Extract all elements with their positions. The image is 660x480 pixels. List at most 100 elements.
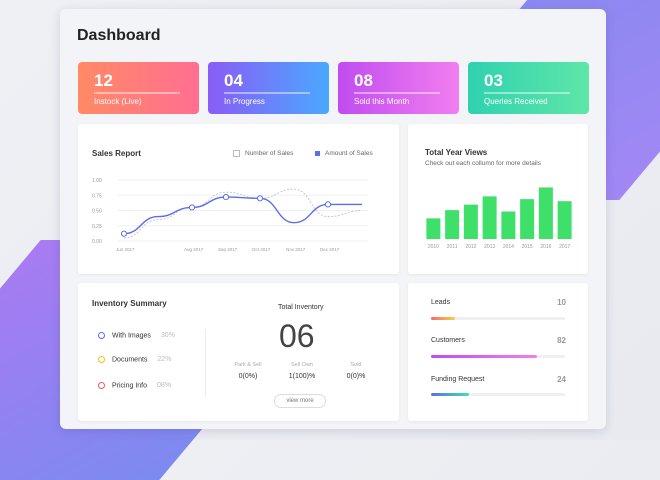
breakdown-value: 0(0)% <box>346 373 366 380</box>
inventory-item-pct: 22% <box>157 356 172 364</box>
data-point <box>222 193 230 201</box>
customers-progress-track <box>431 355 565 358</box>
sales-line-chart: 1.00 0.75 0.50 0.25 0.00 Jun 2017 Aug 2017 Sep … <box>92 178 368 252</box>
stat-card-queries-received[interactable]: 03 Queries Received <box>468 62 589 114</box>
inventory-item-label: Pricing Info <box>112 382 148 390</box>
circle-icon <box>98 356 105 363</box>
inventory-item-pricing-info: Pricing Info 08% <box>98 382 171 389</box>
x-tick-label: 2013 <box>484 244 495 250</box>
inventory-title: Inventory Summary <box>92 299 167 308</box>
x-tick-label: 2017 <box>559 244 570 250</box>
stat-label: In Progress <box>224 97 265 106</box>
stat-value: 12 <box>94 71 113 90</box>
total-inventory-label: Total Inventory <box>278 304 324 311</box>
legend-swatch-icon <box>315 150 320 156</box>
x-tick-label: 2010 <box>428 244 439 250</box>
customers-label: Customers <box>431 337 465 344</box>
x-tick-label: 2016 <box>540 244 551 250</box>
stat-value: 03 <box>484 71 503 90</box>
y-tick-label: 0.50 <box>92 209 102 215</box>
stat-card-in-progress[interactable]: 04 In Progress <box>208 62 329 114</box>
bar-2017 <box>557 201 572 239</box>
stat-label: Instock (Live) <box>94 97 142 106</box>
year-views-title: Total Year Views <box>425 148 488 157</box>
stat-divider <box>94 92 180 94</box>
breakdown-value: 1(100)% <box>288 373 316 380</box>
x-tick-label: Nov 2017 <box>286 247 306 252</box>
legend-label: Number of Sales <box>245 150 294 158</box>
sales-report-card: Sales Report Number of Sales Amount of S… <box>78 124 399 274</box>
year-views-bar-chart: 2010 2011 2012 2013 2014 2015 2016 2017 <box>426 187 572 250</box>
bar-2011 <box>445 210 460 239</box>
x-tick-label: Oct 2017 <box>252 247 271 252</box>
divider <box>205 329 206 397</box>
legend-amount-of-sales[interactable]: Amount of Sales <box>315 150 373 157</box>
bar-2015 <box>520 199 535 239</box>
sales-report-title: Sales Report <box>92 149 141 158</box>
customers-value: 82 <box>557 336 566 345</box>
inventory-item-pct: 08% <box>157 382 172 390</box>
stat-divider <box>224 92 310 94</box>
inventory-item-documents: Documents 22% <box>98 356 171 363</box>
year-views-card: Total Year Views Check out each collumn … <box>408 124 588 274</box>
page-title: Dashboard <box>77 27 161 44</box>
leads-progress-fill <box>431 317 456 320</box>
bar-2014 <box>501 211 516 239</box>
inventory-item-with-images: With Images 30% <box>98 332 175 339</box>
x-tick-label: Jun 2017 <box>116 247 135 252</box>
breakdown-value: 0(0%) <box>238 373 258 380</box>
funding-request-value: 24 <box>557 375 566 384</box>
breakdown-label: Sell Own <box>290 362 313 368</box>
inventory-item-label: With Images <box>112 332 151 340</box>
stat-label: Queries Received <box>484 97 548 106</box>
year-views-subtitle: Check out each collumn for more details <box>425 160 541 167</box>
legend-number-of-sales[interactable]: Number of Sales <box>233 150 293 157</box>
x-tick-label: Dec 2017 <box>320 247 340 252</box>
x-tick-label: 2015 <box>522 244 533 250</box>
breakdown-label: Sold <box>350 362 362 368</box>
circle-icon <box>98 332 105 339</box>
view-more-button[interactable]: view more <box>274 394 326 408</box>
legend-label: Amount of Sales <box>325 150 373 157</box>
data-point <box>188 204 196 211</box>
y-tick-label: 0.00 <box>92 239 102 245</box>
dashboard-frame: Dashboard 12 Instock (Live) 04 In Progre… <box>60 9 606 429</box>
stat-value: 08 <box>354 71 373 90</box>
x-tick-label: Sep 2017 <box>218 247 238 252</box>
x-tick-label: 2012 <box>465 244 476 250</box>
data-point <box>324 201 332 208</box>
leads-label: Leads <box>431 299 451 306</box>
stat-label: Sold this Month <box>354 97 410 106</box>
funding-request-label: Funding Request <box>431 376 485 383</box>
y-tick-label: 0.75 <box>92 193 102 199</box>
leads-card: Leads 10 Customers 82 Funding Request 24 <box>408 283 588 421</box>
inventory-item-pct: 30% <box>160 332 175 340</box>
x-tick-label: Aug 2017 <box>184 247 204 252</box>
leads-value: 10 <box>557 298 566 307</box>
inventory-item-label: Documents <box>112 356 148 364</box>
bar-2016 <box>538 187 553 239</box>
inventory-summary-card: Inventory Summary With Images 30% Documen… <box>78 283 399 421</box>
y-tick-label: 1.00 <box>92 178 102 184</box>
stat-card-sold-this-month[interactable]: 08 Sold this Month <box>338 62 459 114</box>
legend-swatch-icon <box>233 150 240 157</box>
x-tick-label: 2011 <box>447 244 458 250</box>
total-inventory-value: 06 <box>279 318 315 354</box>
data-point <box>120 230 128 237</box>
circle-icon <box>98 382 105 389</box>
funding-request-progress-track <box>431 393 565 396</box>
stat-divider <box>354 92 440 94</box>
series-number-of-sales <box>123 188 363 239</box>
bar-2010 <box>426 218 441 239</box>
x-tick-label: 2014 <box>503 244 514 250</box>
breakdown-label: Park & Sell <box>234 362 262 368</box>
y-tick-label: 0.25 <box>92 224 102 230</box>
bar-2012 <box>463 204 478 239</box>
stat-value: 04 <box>224 71 243 90</box>
data-point <box>256 195 264 202</box>
customers-progress-fill <box>431 355 537 358</box>
leads-progress-track <box>431 317 565 320</box>
stat-card-instock[interactable]: 12 Instock (Live) <box>78 62 199 114</box>
stat-divider <box>484 92 570 94</box>
funding-request-progress-fill <box>431 393 469 396</box>
